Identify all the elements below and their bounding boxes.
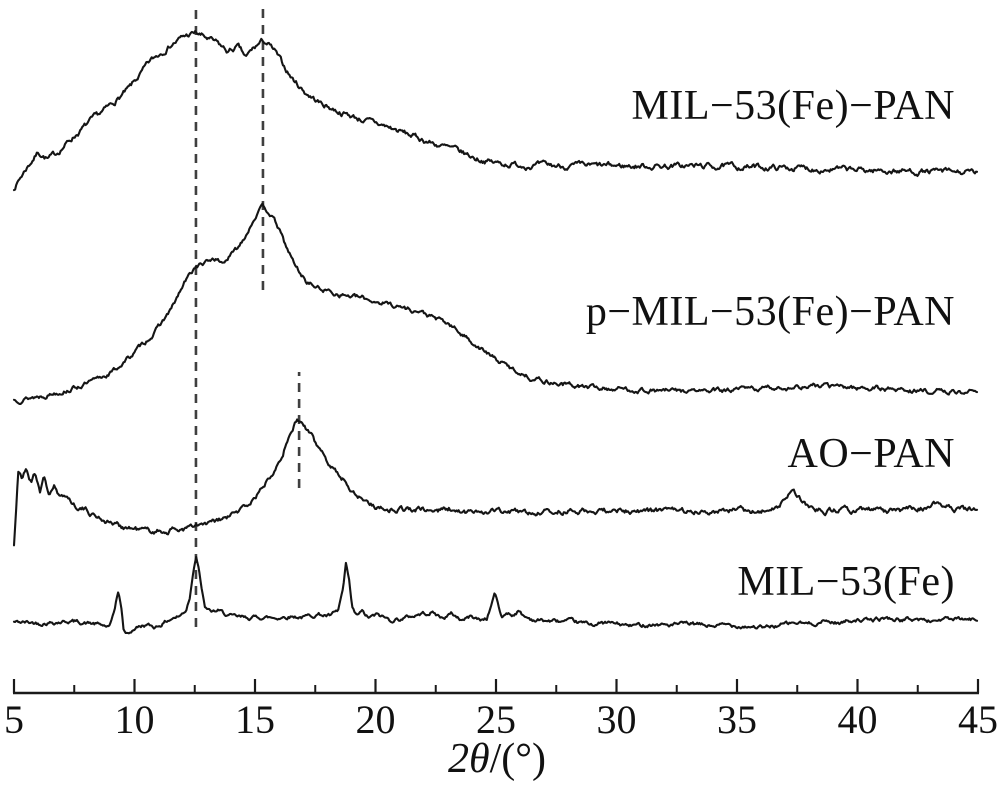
x-axis-title-units: /(°): [489, 736, 547, 782]
x-axis-title-theta: θ: [468, 736, 490, 782]
x-axis-title: 2θ/(°): [0, 738, 994, 780]
series-label-p-mil53fe-pan: p−MIL−53(Fe)−PAN: [585, 289, 955, 335]
series-label-mil53fe: MIL−53(Fe): [737, 559, 955, 605]
x-axis-title-number: 2: [447, 736, 469, 782]
series-label-mil53fe-pan: MIL−53(Fe)−PAN: [631, 83, 955, 129]
series-label-ao-pan: AO−PAN: [787, 431, 955, 477]
